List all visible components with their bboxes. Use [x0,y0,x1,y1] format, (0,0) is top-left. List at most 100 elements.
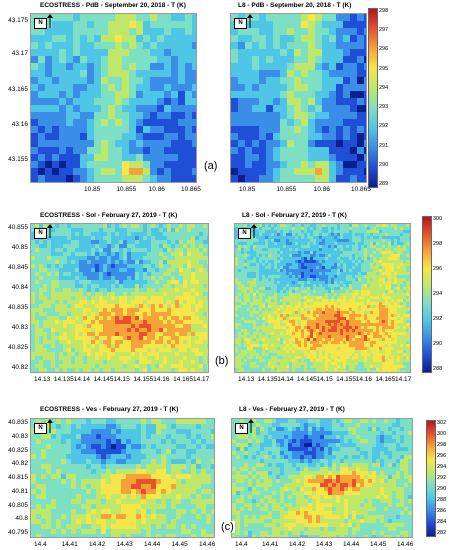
raster-cell [334,332,338,336]
raster-cell [75,364,80,369]
raster-cell [159,316,164,321]
raster-cell [94,161,102,169]
raster-cell [307,260,311,264]
raster-cell [103,364,108,369]
raster-cell [286,371,290,372]
raster-cell [103,312,108,317]
raster-cell [127,264,132,269]
raster-cell [331,275,335,279]
raster-cell [252,70,260,78]
raster-cell [343,105,351,113]
raster-cell [325,233,329,237]
raster-cell [103,336,108,341]
raster-cell [83,352,88,357]
raster-cell [143,105,151,113]
raster-cell [171,175,179,182]
raster-cell [123,256,128,261]
raster-cell [179,368,184,372]
raster-cell [268,290,272,294]
raster-cell [80,168,88,176]
raster-cell [115,364,120,369]
raster-cell [147,344,152,349]
raster-cell [235,260,239,264]
raster-cell [63,248,68,253]
raster-cell [151,316,156,321]
raster-cell [115,332,120,337]
north-arrow-icon [47,224,53,238]
raster-cell [238,296,242,300]
colorbar-tick-label: 292 [379,123,389,130]
raster-cell [266,161,274,169]
raster-cell [38,105,46,113]
raster-cell [295,224,299,228]
raster-cell [199,292,204,297]
raster-cell [47,304,52,309]
raster-cell [315,140,323,148]
raster-cell [245,147,253,155]
raster-cell [274,290,278,294]
raster-cell [115,288,120,293]
raster-cell [322,28,330,36]
raster-cell [238,105,246,113]
raster-cell [334,296,338,300]
raster-cell [159,352,164,357]
raster-cell [307,254,311,258]
raster-cell [171,356,176,361]
raster-cell [178,49,186,57]
raster-cell [123,336,128,341]
raster-cell [51,324,56,329]
raster-cell [274,335,278,339]
raster-cell [310,302,314,306]
raster-cell [286,335,290,339]
raster-cell [235,284,239,288]
raster-cell [352,284,356,288]
raster-cell [307,272,311,276]
raster-cell [135,336,140,341]
raster-cell [340,332,344,336]
raster-cell [289,254,293,258]
raster-cell [265,251,269,255]
raster-cell [328,233,332,237]
raster-cell [289,329,293,333]
raster-cell [183,340,188,345]
raster-cell [95,340,100,345]
raster-cell [315,63,323,71]
raster-cell [273,126,281,134]
raster-cell [43,348,48,353]
raster-cell [331,335,335,339]
raster-cell [73,70,81,78]
raster-cell [131,364,136,369]
raster-cell [241,299,245,303]
raster-cell [119,348,124,353]
raster-cell [199,284,204,289]
raster-cell [127,348,132,353]
raster-cell [127,268,132,273]
raster-cell [235,314,239,318]
raster-cell [289,371,293,372]
raster-cell [187,240,192,245]
raster-cell [187,352,192,357]
raster-cell [66,175,74,182]
raster-cell [238,263,242,267]
raster-cell [35,252,40,257]
raster-cell [292,308,296,312]
raster-cell [143,316,148,321]
raster-cell [322,305,326,309]
raster-cell [357,126,365,134]
raster-cell [346,350,350,354]
raster-cell [238,245,242,249]
raster-cell [295,350,299,354]
raster-cell [39,316,44,321]
raster-cell [334,269,338,273]
raster-cell [274,341,278,345]
raster-cell [343,242,347,246]
raster-cell [310,230,314,234]
raster-cell [322,119,330,127]
raster-cell [67,276,72,281]
raster-cell [71,264,76,269]
raster-cell [313,329,317,333]
raster-cell [265,359,269,363]
raster-cell [265,365,269,369]
raster-cell [343,344,347,348]
raster-cell [283,278,287,282]
